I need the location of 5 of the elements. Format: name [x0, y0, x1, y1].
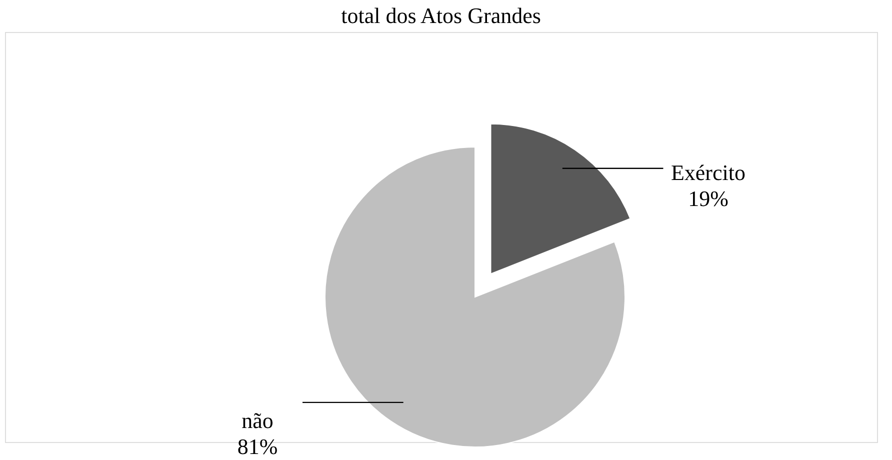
slice-label: não: [242, 408, 274, 434]
data-label: 81%: [237, 434, 278, 460]
chart-title: total dos Atos Grandes: [341, 3, 541, 28]
data-label: 19%: [688, 186, 728, 211]
slice-label: Exército: [670, 160, 746, 185]
